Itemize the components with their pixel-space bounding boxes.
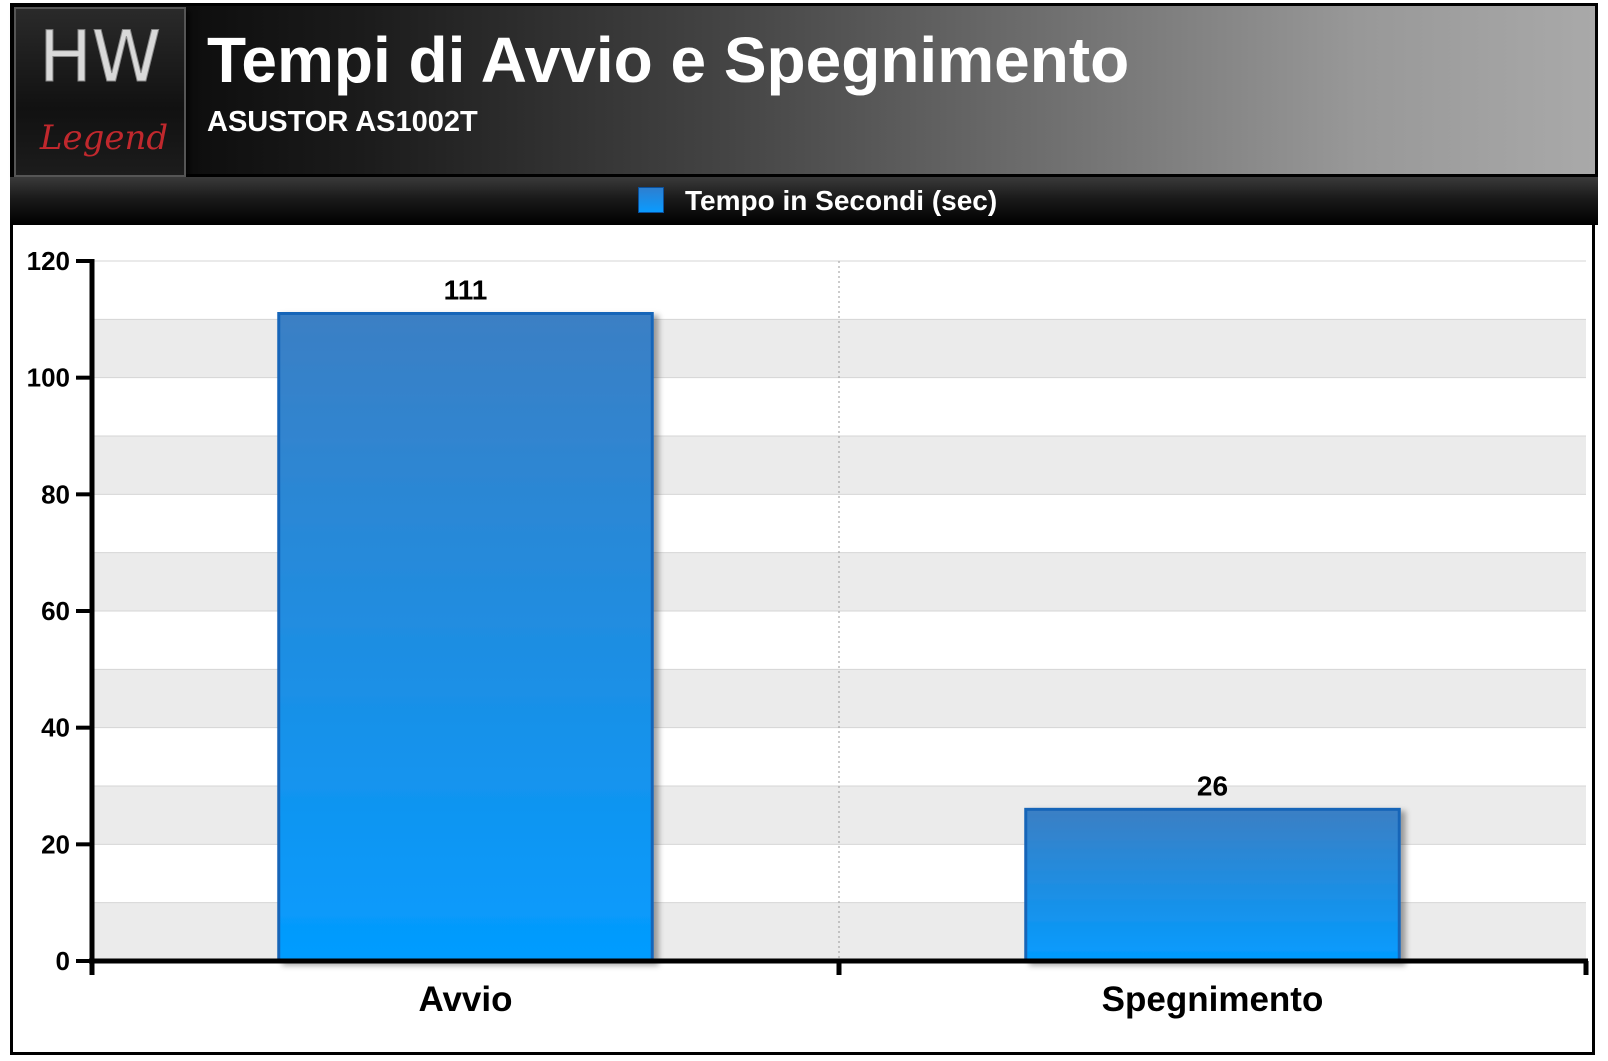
x-tick-label-spegnimento: Spegnimento: [1102, 980, 1324, 1019]
y-tick-label: 40: [41, 713, 70, 743]
logo-graphic: HW Legend: [39, 16, 169, 159]
y-tick-label: 100: [27, 363, 70, 393]
data-label-spegnimento: 26: [1197, 770, 1228, 801]
data-label-avvio: 111: [444, 275, 488, 306]
data-labels: 111 26: [444, 275, 1228, 802]
y-axis-ticks: 0 20 40 60 80 100 120: [27, 246, 92, 976]
chart-subtitle: ASUSTOR AS1002T: [207, 106, 478, 138]
x-axis-labels: Avvio Spegnimento: [418, 980, 1323, 1019]
y-tick-label: 80: [41, 479, 70, 509]
x-tick-label-avvio: Avvio: [418, 980, 512, 1019]
y-tick-label: 20: [41, 829, 70, 859]
chart-header: [10, 3, 1598, 177]
logo-hw-text: HW: [39, 16, 161, 98]
legend-bar: [10, 177, 1598, 225]
hwlegend-logo: HW Legend: [14, 7, 186, 177]
y-tick-label: 60: [41, 596, 70, 626]
chart-title: Tempi di Avvio e Spegnimento: [207, 24, 1130, 96]
bar-spegnimento: [1024, 807, 1401, 963]
bar-avvio: [277, 312, 654, 963]
legend-label: Tempo in Secondi (sec): [685, 185, 998, 216]
logo-legend-text: Legend: [39, 118, 168, 158]
bars: [277, 312, 1401, 963]
legend-swatch: [638, 187, 664, 213]
y-tick-label: 120: [27, 246, 70, 276]
y-tick-label: 0: [56, 946, 70, 976]
